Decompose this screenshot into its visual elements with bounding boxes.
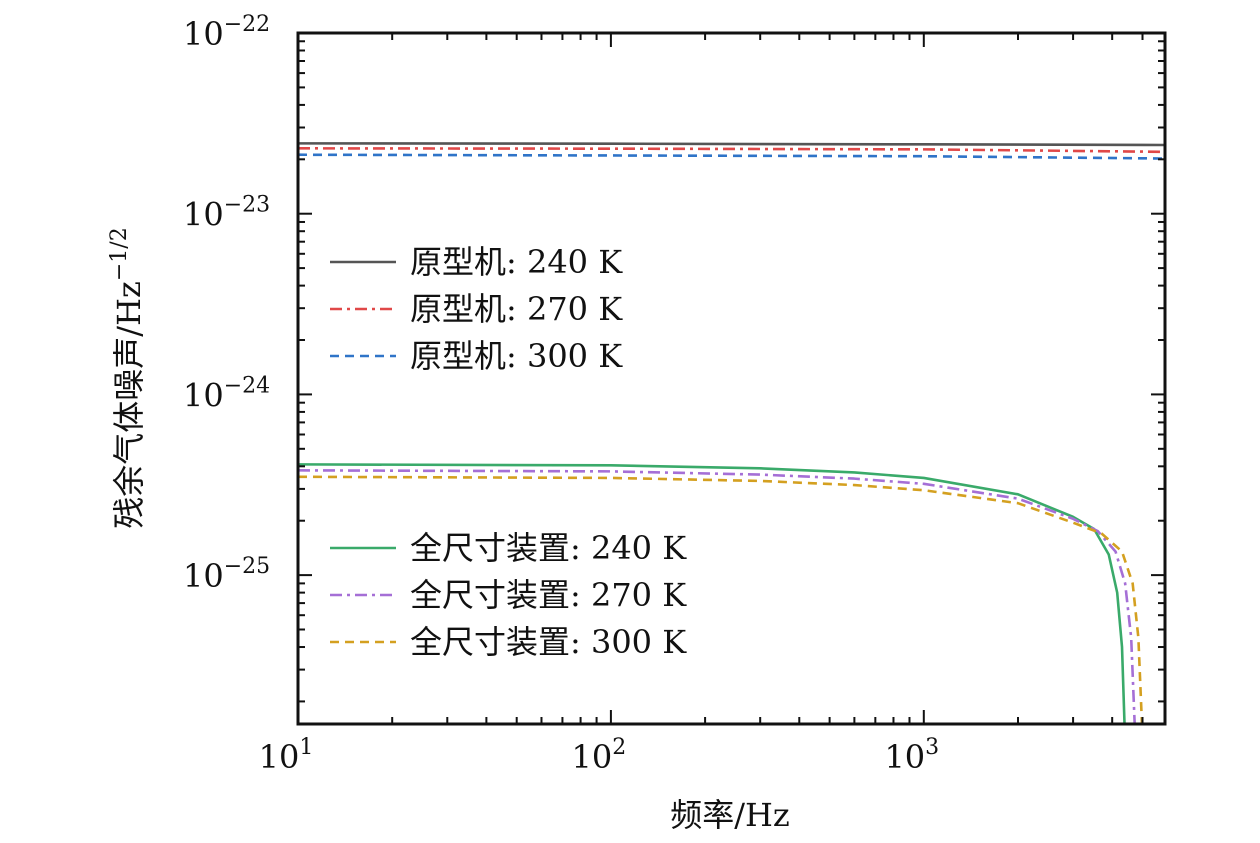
series-line-6 xyxy=(298,475,1144,724)
y-tick-label-2: 10−23 xyxy=(183,193,270,234)
y-tick-exponent: −22 xyxy=(224,12,270,37)
series-line-5 xyxy=(298,469,1136,724)
x-tick-base: 10 xyxy=(884,738,925,776)
legend-label-5: 全尺寸装置: 270 K xyxy=(410,576,687,614)
x-tick-exponent: 3 xyxy=(925,735,939,760)
y-tick-exponent: −24 xyxy=(224,373,270,398)
ticks-layer xyxy=(297,32,1165,724)
series-line-1 xyxy=(298,142,1165,147)
x-tick-label-2: 102 xyxy=(572,735,627,776)
legend-label-6: 全尺寸装置: 300 K xyxy=(410,623,687,661)
y-tick-exponent: −23 xyxy=(224,193,270,218)
x-axis-title: 频率/Hz xyxy=(670,796,790,834)
y-axis-title: 残余气体噪声/Hz−1/2 xyxy=(107,227,148,528)
y-tick-label-4: 10−25 xyxy=(183,554,270,595)
legend: 原型机: 240 K 原型机: 270 K 原型机: 300 K 全尺寸装置: 240… xyxy=(330,243,687,661)
y-tick-exponent: −25 xyxy=(224,554,270,579)
x-tick-label-1: 101 xyxy=(259,735,314,776)
legend-label-4: 全尺寸装置: 240 K xyxy=(410,529,687,567)
y-tick-label-3: 10−24 xyxy=(183,373,270,414)
legend-label-1: 原型机: 240 K xyxy=(410,243,623,281)
y-tick-label-1: 10−22 xyxy=(183,12,270,53)
y-axis-title-main: 残余气体噪声/Hz xyxy=(110,281,148,529)
series-line-4 xyxy=(298,463,1126,724)
x-tick-base: 10 xyxy=(572,738,613,776)
legend-label-2: 原型机: 270 K xyxy=(410,290,623,328)
y-tick-base: 10 xyxy=(183,557,224,595)
x-tick-label-3: 103 xyxy=(884,735,939,776)
series-line-2 xyxy=(298,147,1165,154)
x-tick-base: 10 xyxy=(259,738,300,776)
series-line-3 xyxy=(298,153,1165,160)
series-layer xyxy=(298,142,1165,724)
plot-frame xyxy=(296,31,1167,726)
x-tick-exponent: 2 xyxy=(612,735,626,760)
y-tick-base: 10 xyxy=(183,196,224,234)
y-tick-base: 10 xyxy=(183,15,224,53)
x-tick-exponent: 1 xyxy=(299,735,313,760)
y-tick-base: 10 xyxy=(183,376,224,414)
legend-label-3: 原型机: 300 K xyxy=(410,337,623,375)
y-axis-title-exponent: −1/2 xyxy=(107,227,132,281)
